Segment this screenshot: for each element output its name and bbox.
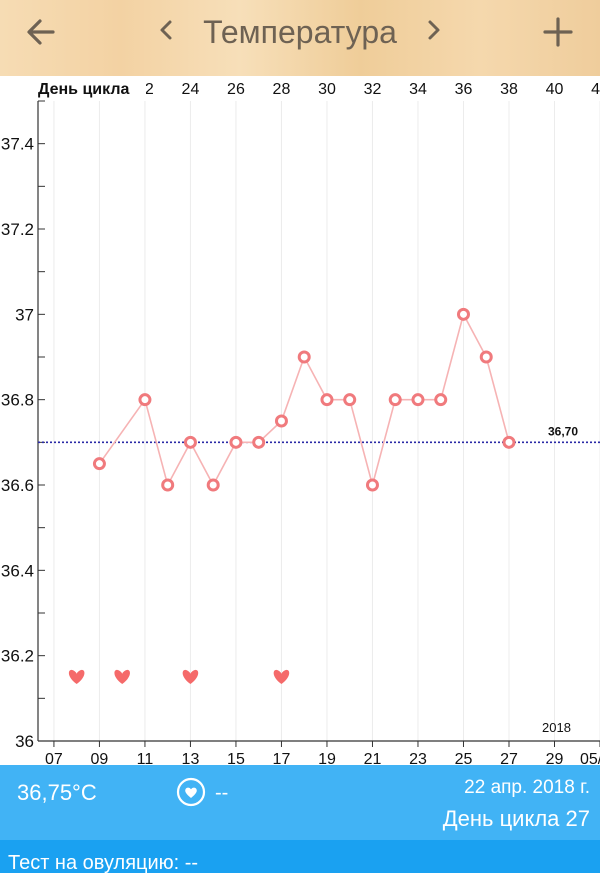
bottom-tick-label: 07 — [45, 751, 63, 765]
top-tick-label: 40 — [546, 81, 564, 98]
y-axis-ticks: 36 36.2 36.4 36.6 36.8 37 37.2 37.4 — [1, 100, 45, 751]
year-label: 2018 — [542, 720, 571, 735]
temperature-point — [161, 478, 175, 492]
bottom-tick-label: 23 — [409, 751, 427, 765]
chart-background — [0, 76, 600, 765]
temperature-point — [456, 307, 470, 321]
temperature-point — [138, 393, 152, 407]
next-chevron-icon[interactable] — [424, 12, 444, 57]
heart-circle-icon[interactable] — [176, 777, 206, 812]
temperature-point — [229, 435, 243, 449]
coverline-label: 36,70 — [548, 424, 578, 438]
top-tick-label: 34 — [409, 81, 427, 98]
temperature-value: 36,75°C — [17, 780, 97, 805]
temperature-point — [388, 393, 402, 407]
add-plus-icon[interactable] — [543, 10, 573, 65]
prev-chevron-icon[interactable] — [156, 12, 176, 57]
back-arrow-icon[interactable] — [25, 10, 57, 65]
heart-icon — [68, 669, 85, 684]
bottom-tick-label: 21 — [364, 751, 382, 765]
y-tick-label: 37.2 — [1, 220, 34, 239]
bottom-tick-label: 15 — [227, 751, 245, 765]
temperature-chart[interactable]: 18202224262830323436384042 0709111315171… — [0, 76, 600, 765]
temperature-point — [479, 350, 493, 364]
temperature-point — [411, 393, 425, 407]
y-tick-label: 36 — [15, 732, 34, 751]
bottom-tick-label: 27 — [500, 751, 518, 765]
summary-bar[interactable]: 36,75°C -- 22 апр. 2018 г. День цикла 27 — [0, 765, 600, 840]
temperature-point — [206, 478, 220, 492]
temperature-line — [98, 312, 510, 489]
cycle-day-text: День цикла 27 — [442, 806, 590, 831]
heart-markers — [68, 669, 290, 684]
temperature-point — [274, 414, 288, 428]
title-group: Температура — [0, 12, 600, 57]
intercourse-value: -- — [215, 782, 229, 804]
top-tick-label: 24 — [182, 81, 200, 98]
y-tick-label: 36.4 — [1, 561, 34, 580]
temperature-point — [320, 393, 334, 407]
temperature-point — [434, 393, 448, 407]
heart-icon — [273, 669, 290, 684]
heart-icon — [182, 669, 199, 684]
bottom-tick-label: 19 — [318, 751, 336, 765]
bottom-tick-label: 29 — [546, 751, 564, 765]
page-title: Температура — [203, 14, 397, 50]
top-tick-label: 42 — [591, 81, 600, 98]
bottom-tick-label: 17 — [273, 751, 291, 765]
top-axis-label-bg — [36, 77, 146, 99]
top-tick-label: 30 — [318, 81, 336, 98]
top-tick-label: 32 — [364, 81, 382, 98]
y-tick-label: 36.8 — [1, 391, 34, 410]
bottom-tick-label: 05/01 — [580, 751, 600, 765]
top-tick-label: 36 — [455, 81, 473, 98]
ovulation-test-text: Тест на овуляцию: -- — [8, 852, 199, 874]
temperature-series — [92, 307, 516, 492]
y-tick-label: 36.2 — [1, 647, 34, 666]
top-toolbar: Температура — [0, 0, 600, 78]
top-tick-label: 26 — [227, 81, 245, 98]
chart-axes — [37, 101, 600, 742]
y-tick-label: 37 — [15, 305, 34, 324]
temperature-point — [365, 478, 379, 492]
temperature-point — [92, 457, 106, 471]
bottom-tick-label: 09 — [91, 751, 109, 765]
temperature-point — [343, 393, 357, 407]
y-tick-label: 37.4 — [1, 135, 34, 154]
bottom-tick-label: 13 — [182, 751, 200, 765]
bottom-tick-label: 11 — [137, 751, 154, 765]
temperature-point — [183, 435, 197, 449]
heart-icon — [114, 669, 130, 684]
top-tick-label: 38 — [500, 81, 518, 98]
date-text: 22 апр. 2018 г. — [464, 777, 590, 798]
y-tick-label: 36.6 — [1, 476, 34, 495]
temperature-point — [297, 350, 311, 364]
temperature-point — [502, 435, 516, 449]
bottom-tick-label: 25 — [455, 751, 473, 765]
temperature-point — [252, 435, 266, 449]
ovulation-bar[interactable]: Тест на овуляцию: -- — [0, 840, 600, 874]
top-tick-label: 28 — [273, 81, 291, 98]
top-axis-label: День цикла — [38, 81, 129, 98]
